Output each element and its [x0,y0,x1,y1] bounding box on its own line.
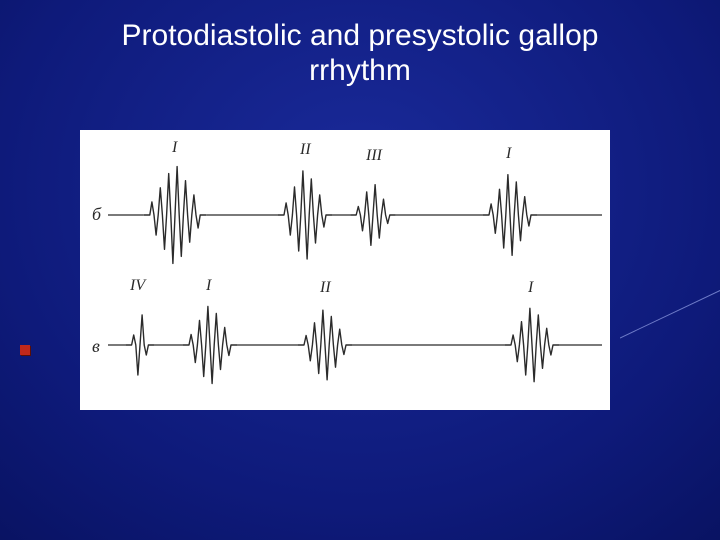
heart-sound-burst [505,308,559,381]
decorative-corner-line [620,280,720,340]
phonocardiogram-figure: бIIIIIIIвIVIIII [80,130,610,410]
burst-label: IV [129,277,147,294]
bullet-marker [20,345,30,355]
burst-label: I [205,277,212,294]
heart-sound-burst [183,307,237,384]
heart-sound-burst [126,315,155,375]
heart-sound-burst [278,171,332,259]
row-label: б [92,204,102,224]
burst-label: I [171,139,178,156]
heart-sound-burst [298,310,352,380]
heart-sound-burst [144,167,206,264]
heart-sound-burst [350,185,396,246]
slide-title: Protodiastolic and presystolic gallop rr… [0,18,720,89]
figure-svg: бIIIIIIIвIVIIII [80,130,610,410]
slide: Protodiastolic and presystolic gallop rr… [0,0,720,540]
burst-label: II [319,279,331,296]
burst-label: I [527,279,534,296]
burst-label: III [365,147,383,164]
heart-sound-burst [483,175,537,256]
burst-label: I [505,145,512,162]
row-label: в [92,336,100,356]
burst-label: II [299,141,311,158]
